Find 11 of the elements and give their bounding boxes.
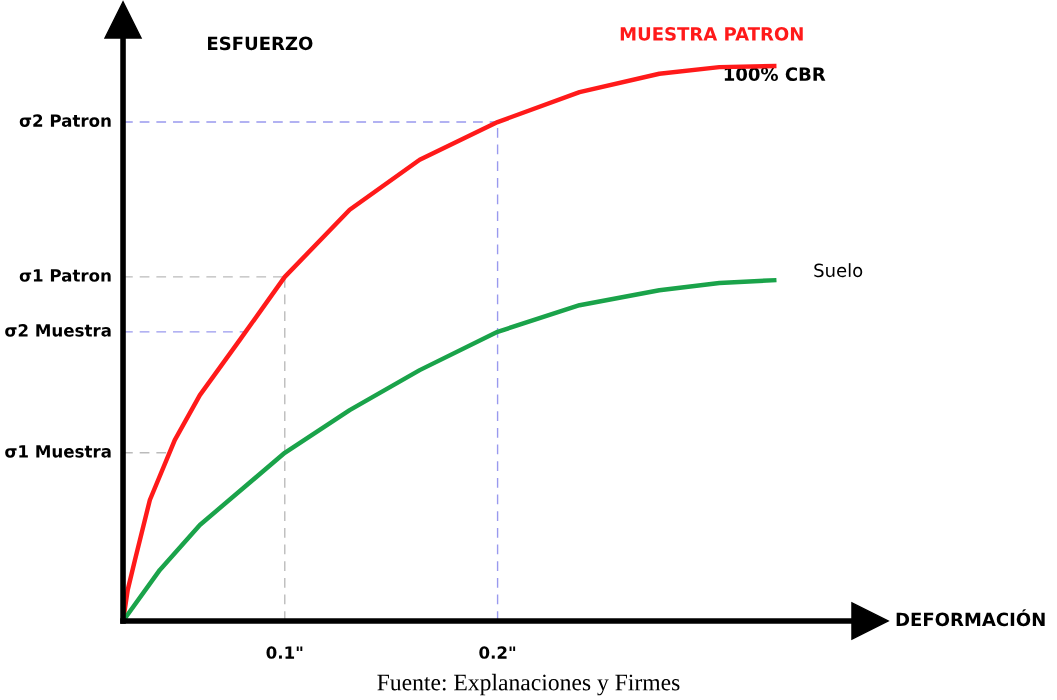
ref-line-label: σ2 Patron xyxy=(19,114,111,127)
x-tick-label: 0.1" xyxy=(266,646,303,659)
ref-line-label: σ1 Patron xyxy=(19,269,111,282)
ref-line-label: σ1 Muestra xyxy=(5,445,111,458)
series-label: MUESTRA PATRON xyxy=(620,27,803,41)
source-note: Fuente: Explanaciones y Firmes xyxy=(377,673,680,696)
y-axis-title: ESFUERZO xyxy=(208,36,313,51)
text: Suelo xyxy=(814,263,863,278)
x-tick-label: 0.2" xyxy=(479,646,516,659)
x-axis-title: DEFORMACIÓN xyxy=(896,609,1045,627)
ref-line-label: σ2 Muestra xyxy=(5,324,111,337)
